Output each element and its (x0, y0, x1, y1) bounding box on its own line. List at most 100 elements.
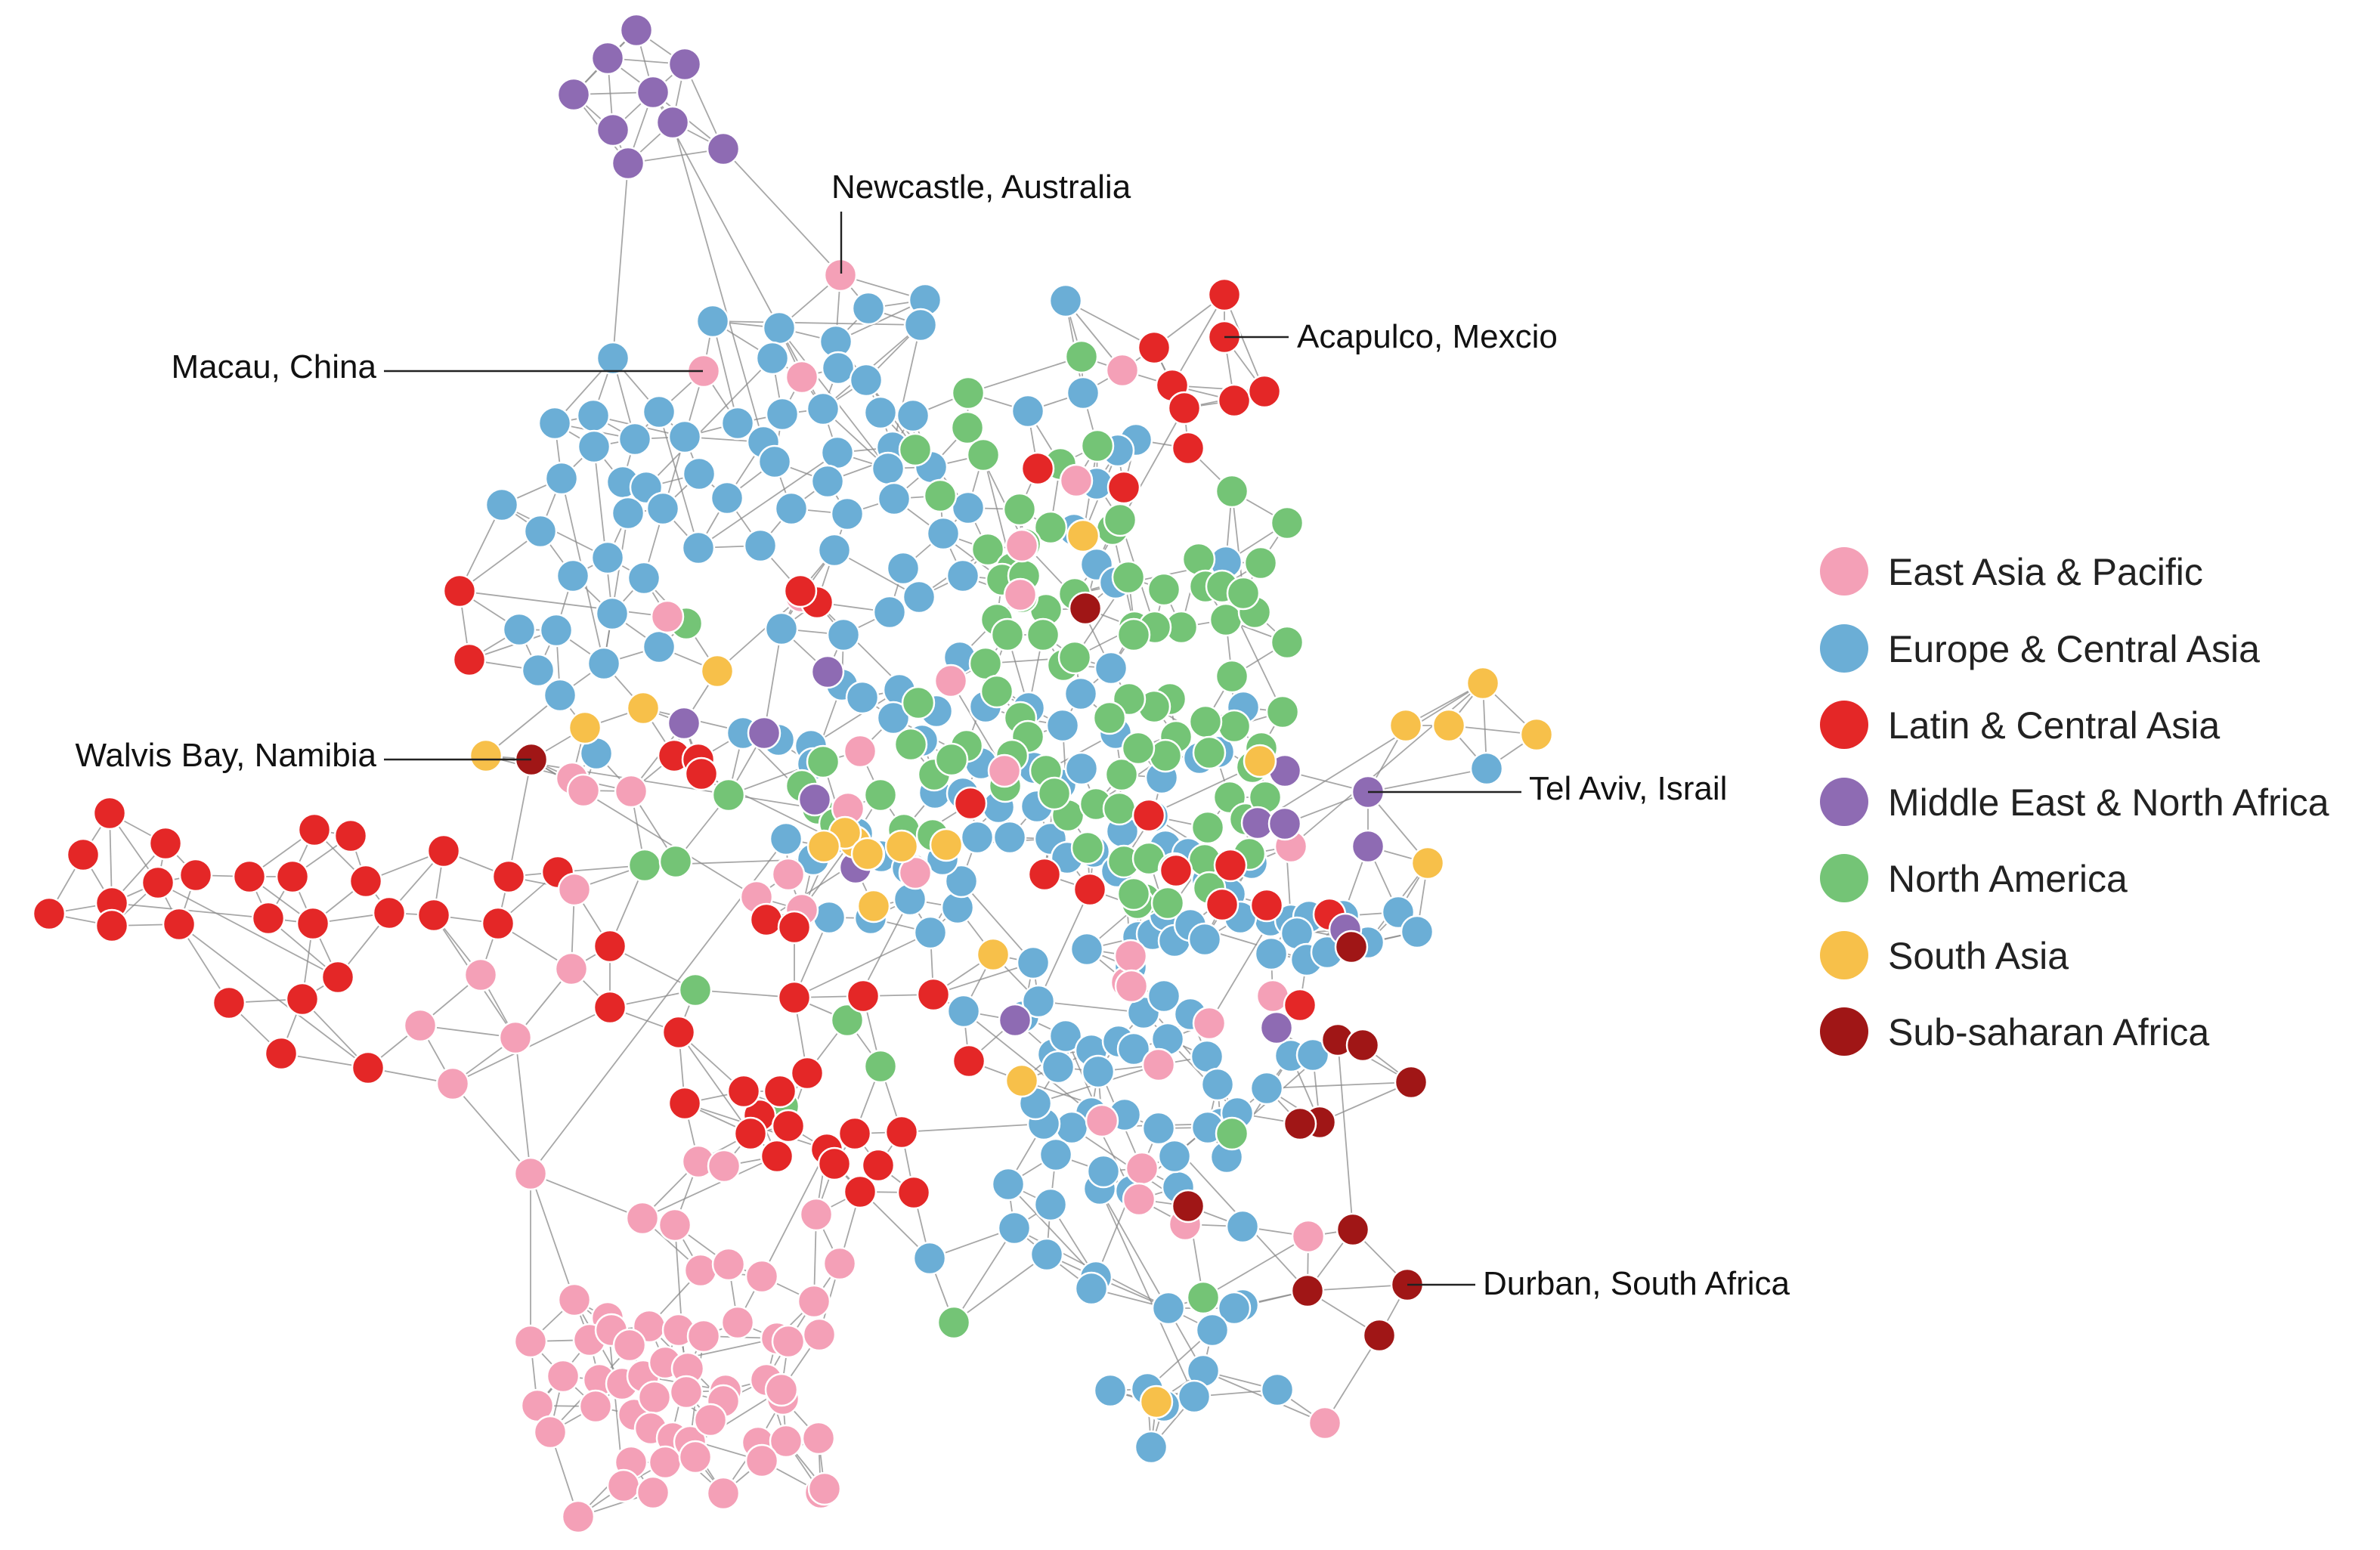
port-node (627, 848, 662, 883)
port-node (743, 528, 778, 563)
port-node (929, 828, 964, 862)
callout-label-acapulco: Acapulco, Mexcio (1297, 318, 1558, 355)
port-node (806, 829, 841, 864)
port-node (990, 617, 1025, 652)
network-edge (933, 962, 1034, 995)
port-node (757, 444, 792, 479)
callout-label-tel-aviv: Tel Aviv, Israil (1529, 770, 1727, 807)
network-edge (901, 1123, 1045, 1133)
callout-label-durban: Durban, South Africa (1483, 1265, 1790, 1302)
network-edge (452, 1083, 531, 1174)
port-node (333, 818, 368, 853)
legend-item-latin-central-asia: Latin & Central Asia (1820, 701, 2220, 749)
port-node (846, 979, 881, 1013)
port-node (861, 1148, 896, 1183)
network-edge (794, 932, 931, 998)
port-node (426, 834, 461, 868)
network-edge (953, 1227, 1015, 1323)
port-node (678, 973, 713, 1007)
legend-label: Sub-saharan Africa (1888, 1011, 2209, 1053)
port-node (502, 612, 537, 647)
port-node (1157, 1139, 1192, 1174)
port-node (774, 491, 809, 526)
port-node (626, 691, 661, 725)
port-node (760, 1139, 794, 1174)
port-node (707, 1149, 741, 1183)
port-node (1063, 676, 1098, 711)
port-node (637, 1380, 672, 1415)
port-node (1116, 877, 1151, 911)
port-node (720, 1305, 755, 1340)
port-node (661, 1015, 696, 1050)
network-edge (1167, 1038, 1238, 1114)
port-node (1171, 1189, 1205, 1224)
port-node (711, 1247, 746, 1282)
port-node (684, 756, 719, 791)
port-node (578, 1389, 613, 1424)
port-node (849, 363, 884, 398)
callout-label-newcastle: Newcastle, Australia (831, 169, 1131, 206)
port-node (843, 1174, 877, 1209)
network-edge (1367, 768, 1487, 793)
port-node (1141, 1111, 1176, 1146)
network-edge (961, 880, 1034, 964)
network-edge (1038, 1001, 1144, 1013)
legend-swatch (1820, 547, 1868, 596)
port-node (614, 774, 648, 809)
port-node (667, 706, 701, 741)
port-node (1465, 666, 1500, 701)
network-edge (810, 689, 900, 747)
port-node (893, 727, 928, 762)
port-node (1195, 1313, 1230, 1347)
port-node (765, 397, 800, 432)
port-node (1092, 701, 1127, 735)
port-node (556, 77, 591, 112)
network-edge (723, 148, 841, 276)
port-node (648, 1445, 682, 1480)
port-node (1217, 709, 1252, 744)
port-node (771, 1109, 806, 1143)
port-node (876, 701, 911, 735)
port-node (1205, 887, 1240, 922)
legend-item-south-asia: South Asia (1820, 931, 2069, 979)
port-node (884, 1115, 919, 1149)
port-node (1074, 1271, 1109, 1306)
port-node (576, 398, 611, 433)
port-node (232, 859, 267, 894)
port-node (554, 951, 589, 986)
port-node (1064, 751, 1099, 786)
port-node (843, 734, 877, 769)
callout-newcastle: Newcastle, Australia (831, 169, 1131, 274)
port-node (968, 646, 1003, 681)
port-node (1192, 735, 1227, 770)
port-node (348, 864, 383, 899)
port-node (1116, 617, 1151, 652)
port-node (667, 419, 702, 454)
port-node (936, 1305, 971, 1340)
port-node (1394, 1065, 1428, 1100)
port-node (1213, 848, 1248, 883)
port-node (606, 1468, 641, 1503)
port-node (1519, 717, 1554, 752)
port-node (863, 778, 898, 812)
port-node (1093, 1373, 1128, 1408)
port-node (1295, 1038, 1330, 1072)
port-node (1029, 1237, 1064, 1272)
port-node (810, 654, 845, 689)
port-node (682, 456, 716, 491)
port-node (1137, 330, 1171, 365)
port-node (658, 844, 693, 879)
port-node (706, 1476, 741, 1511)
network-edge (530, 1173, 575, 1301)
port-node (1147, 572, 1181, 607)
port-node (1147, 979, 1181, 1013)
port-node (1215, 474, 1249, 509)
port-node (611, 146, 645, 181)
port-node (611, 496, 645, 531)
port-node (32, 896, 67, 931)
network-edge (1324, 1335, 1380, 1424)
port-node (513, 1156, 548, 1191)
port-node (763, 1074, 797, 1109)
port-node (933, 664, 968, 698)
